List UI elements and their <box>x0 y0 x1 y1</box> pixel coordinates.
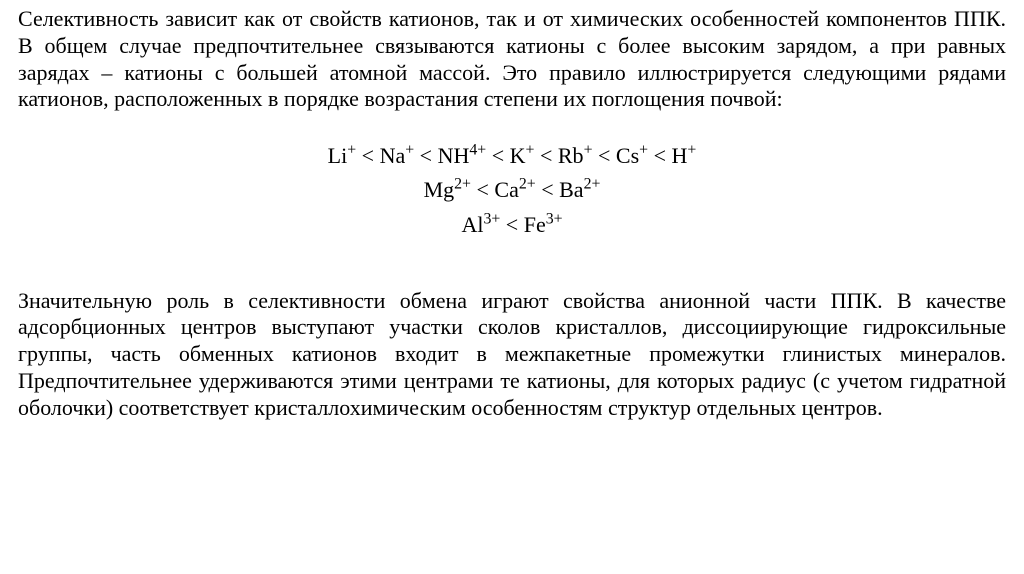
ion: K+ <box>510 143 535 168</box>
ion: Ba2+ <box>559 177 600 202</box>
ion-charge: 3+ <box>483 210 500 227</box>
ion-charge: + <box>639 142 648 159</box>
series-separator: < <box>356 143 379 168</box>
ion: Na+ <box>380 143 415 168</box>
series-separator: < <box>414 143 437 168</box>
series-separator: < <box>536 177 559 202</box>
ion: Rb+ <box>558 143 593 168</box>
ion: NH4+ <box>438 143 487 168</box>
ion-charge: 3+ <box>546 210 563 227</box>
ion: Li+ <box>328 143 357 168</box>
series-separator: < <box>648 143 671 168</box>
series-separator: < <box>500 212 523 237</box>
ion-series-block: Li+ < Na+ < NH4+ < K+ < Rb+ < Cs+ < H+Mg… <box>18 139 1006 241</box>
paragraph-2: Значительную роль в селективности обмена… <box>18 288 1006 422</box>
ion-charge: 2+ <box>454 176 471 193</box>
ion-charge: + <box>584 142 593 159</box>
ion: Al3+ <box>461 212 500 237</box>
ion-charge: + <box>347 142 356 159</box>
page: Селективность зависит как от свойств кат… <box>0 0 1024 422</box>
ion-series-row: Mg2+ < Ca2+ < Ba2+ <box>18 173 1006 207</box>
paragraph-1: Селективность зависит как от свойств кат… <box>18 6 1006 113</box>
series-separator: < <box>534 143 557 168</box>
series-separator: < <box>486 143 509 168</box>
ion-charge: + <box>687 142 696 159</box>
ion-charge: 4+ <box>469 142 486 159</box>
ion: H+ <box>672 143 697 168</box>
ion: Mg2+ <box>424 177 471 202</box>
ion-charge: 2+ <box>519 176 536 193</box>
ion: Fe3+ <box>524 212 563 237</box>
ion-series-row: Li+ < Na+ < NH4+ < K+ < Rb+ < Cs+ < H+ <box>18 139 1006 173</box>
series-separator: < <box>471 177 494 202</box>
series-separator: < <box>593 143 616 168</box>
ion: Cs+ <box>616 143 648 168</box>
ion: Ca2+ <box>494 177 535 202</box>
ion-series-row: Al3+ < Fe3+ <box>18 208 1006 242</box>
ion-charge: 2+ <box>584 176 601 193</box>
ion-charge: + <box>405 142 414 159</box>
